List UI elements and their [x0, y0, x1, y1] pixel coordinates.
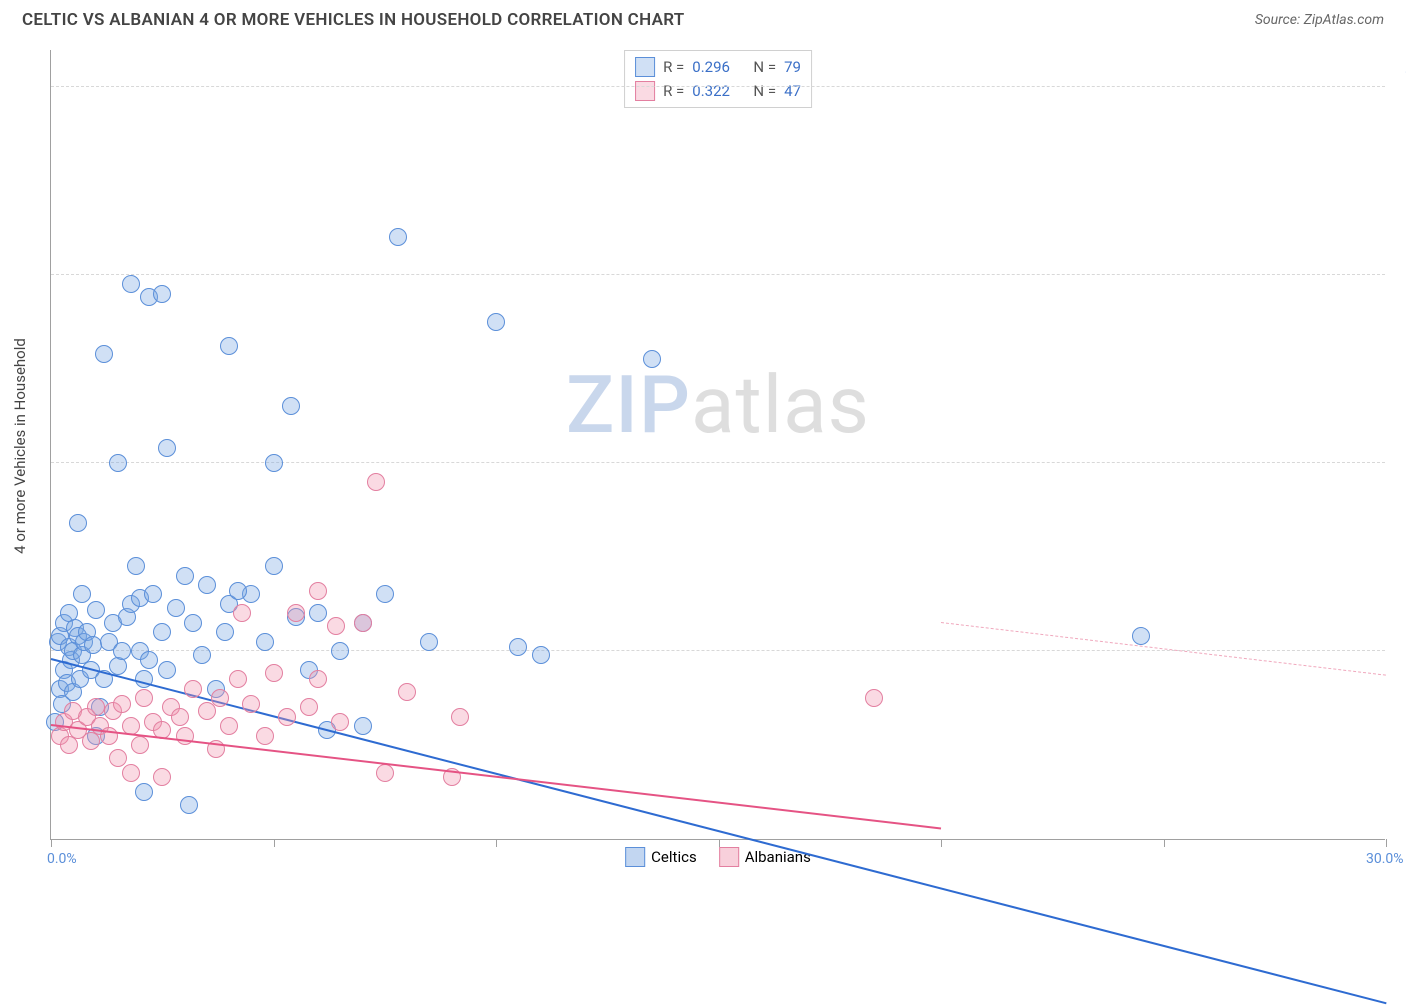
data-point — [198, 576, 216, 594]
stats-legend-row: R = 0.296 N = 79 — [635, 55, 801, 79]
data-point — [184, 614, 202, 632]
data-point — [135, 689, 153, 707]
data-point — [331, 642, 349, 660]
x-tick — [719, 839, 720, 847]
legend-item: Celtics — [625, 847, 697, 867]
data-point — [389, 228, 407, 246]
data-point — [331, 713, 349, 731]
data-point — [309, 670, 327, 688]
data-point — [532, 646, 550, 664]
data-point — [265, 664, 283, 682]
data-point — [643, 350, 661, 368]
data-point — [87, 698, 105, 716]
data-point — [220, 717, 238, 735]
data-point — [109, 749, 127, 767]
gridline — [51, 86, 1385, 87]
data-point — [171, 708, 189, 726]
data-point — [265, 454, 283, 472]
data-point — [131, 736, 149, 754]
source-attribution: Source: ZipAtlas.com — [1255, 12, 1384, 28]
data-point — [282, 397, 300, 415]
data-point — [509, 638, 527, 656]
data-point — [300, 698, 318, 716]
data-point — [327, 617, 345, 635]
x-tick — [941, 839, 942, 847]
data-point — [309, 604, 327, 622]
series-legend: CelticsAlbanians — [625, 847, 811, 867]
data-point — [87, 601, 105, 619]
data-point — [127, 557, 145, 575]
stats-legend-row: R = 0.322 N = 47 — [635, 79, 801, 103]
data-point — [122, 764, 140, 782]
data-point — [122, 275, 140, 293]
data-point — [198, 702, 216, 720]
data-point — [1132, 627, 1150, 645]
data-point — [135, 783, 153, 801]
data-point — [398, 683, 416, 701]
watermark: ZIPatlas — [566, 358, 870, 452]
data-point — [220, 337, 238, 355]
data-point — [211, 689, 229, 707]
data-point — [451, 708, 469, 726]
data-point — [265, 557, 283, 575]
trend-line — [51, 724, 941, 829]
data-point — [865, 689, 883, 707]
data-point — [287, 604, 305, 622]
header: CELTIC VS ALBANIAN 4 OR MORE VEHICLES IN… — [0, 0, 1406, 34]
data-point — [229, 670, 247, 688]
data-point — [153, 623, 171, 641]
data-point — [158, 661, 176, 679]
data-point — [367, 473, 385, 491]
data-point — [113, 695, 131, 713]
y-axis-label: 4 or more Vehicles in Household — [11, 338, 29, 554]
data-point — [256, 633, 274, 651]
data-point — [153, 285, 171, 303]
data-point — [216, 623, 234, 641]
data-point — [354, 614, 372, 632]
data-point — [233, 604, 251, 622]
chart-title: CELTIC VS ALBANIAN 4 OR MORE VEHICLES IN… — [22, 10, 685, 30]
data-point — [176, 567, 194, 585]
data-point — [109, 454, 127, 472]
data-point — [144, 585, 162, 603]
data-point — [278, 708, 296, 726]
x-tick — [1164, 839, 1165, 847]
x-tick — [496, 839, 497, 847]
x-tick-label: 30.0% — [1366, 851, 1404, 867]
data-point — [309, 582, 327, 600]
data-point — [180, 796, 198, 814]
x-tick-label: 0.0% — [47, 851, 77, 867]
x-tick — [51, 839, 52, 847]
data-point — [153, 768, 171, 786]
data-point — [376, 764, 394, 782]
data-point — [256, 727, 274, 745]
data-point — [229, 582, 247, 600]
gridline — [51, 462, 1385, 463]
data-point — [420, 633, 438, 651]
data-point — [158, 439, 176, 457]
stats-legend: R = 0.296 N = 79R = 0.322 N = 47 — [624, 50, 812, 108]
data-point — [487, 313, 505, 331]
data-point — [140, 651, 158, 669]
x-tick — [1386, 839, 1387, 847]
data-point — [113, 642, 131, 660]
data-point — [95, 345, 113, 363]
scatter-chart: ZIPatlas R = 0.296 N = 79R = 0.322 N = 4… — [50, 50, 1385, 840]
data-point — [69, 514, 87, 532]
data-point — [354, 717, 372, 735]
trend-line — [941, 622, 1386, 676]
gridline — [51, 274, 1385, 275]
data-point — [376, 585, 394, 603]
data-point — [184, 680, 202, 698]
data-point — [73, 585, 91, 603]
data-point — [242, 695, 260, 713]
data-point — [193, 646, 211, 664]
x-tick — [274, 839, 275, 847]
data-point — [167, 599, 185, 617]
